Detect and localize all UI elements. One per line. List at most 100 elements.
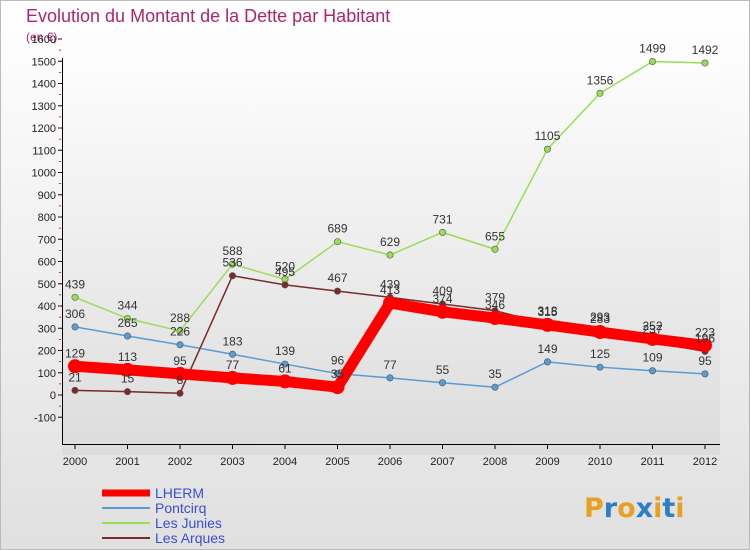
x-tick-label: 2001 [115, 456, 139, 468]
data-point [68, 359, 82, 374]
x-tick-label: 2003 [220, 456, 244, 468]
data-label: 629 [380, 235, 400, 249]
data-label: 35 [331, 367, 345, 381]
data-label: 77 [383, 358, 397, 372]
y-tick-label: 900 [38, 190, 56, 202]
data-label: 35 [488, 367, 502, 381]
data-point [543, 145, 551, 153]
data-label: 149 [537, 342, 557, 356]
data-label: 1499 [639, 41, 666, 55]
data-label: 237 [642, 322, 662, 336]
data-label: 1492 [692, 43, 719, 57]
data-label: 379 [485, 291, 505, 305]
y-tick-label: 600 [38, 257, 56, 269]
data-label: 283 [590, 312, 610, 326]
data-point [124, 388, 132, 396]
data-point [645, 331, 660, 346]
y-tick-label: 100 [38, 368, 56, 380]
proxiti-logo: Proxiti [584, 493, 685, 524]
data-label: 588 [222, 244, 242, 258]
data-label: 1105 [535, 129, 561, 143]
y-tick-label: 0 [50, 390, 56, 402]
data-label: 125 [590, 347, 610, 361]
data-label: 731 [432, 212, 452, 226]
data-point [333, 370, 341, 378]
data-point [176, 327, 184, 335]
data-point [229, 350, 237, 358]
data-point [596, 89, 604, 97]
data-point [124, 314, 132, 322]
data-label: 689 [327, 222, 347, 236]
data-point [596, 363, 604, 371]
legend-label: Les Junies [155, 515, 222, 531]
data-point [124, 332, 132, 340]
brand-text: Proxiti [584, 493, 685, 524]
data-point [386, 251, 394, 259]
y-tick-label: 1000 [32, 168, 56, 180]
data-point [278, 374, 292, 389]
x-tick-label: 2010 [588, 456, 612, 468]
y-tick-label: 1200 [32, 123, 56, 135]
data-label: 113 [118, 350, 137, 364]
data-point [383, 296, 397, 311]
data-point [281, 360, 289, 368]
data-point [333, 287, 341, 295]
data-label: 196 [695, 331, 715, 345]
data-point [71, 386, 79, 394]
data-label: 55 [436, 363, 450, 377]
x-tick-label: 2002 [168, 456, 192, 468]
data-point [491, 245, 499, 253]
x-tick-label: 2005 [325, 456, 349, 468]
series-points [68, 57, 712, 397]
data-point [120, 362, 135, 377]
data-label: 344 [117, 298, 137, 312]
data-label: 21 [68, 370, 82, 384]
y-tick-label: 300 [38, 323, 56, 335]
data-label: 226 [170, 325, 190, 339]
data-label: 223 [695, 325, 715, 339]
data-label: 252 [642, 319, 662, 333]
data-point [438, 379, 446, 387]
y-tick-label: 700 [38, 234, 56, 246]
series-data-labels: 439 344 288 588 520 689 629 731 655 1105 1356 1499 1… [65, 41, 719, 387]
data-point [701, 370, 709, 378]
data-point [176, 389, 184, 397]
x-tick-label: 2007 [430, 456, 454, 468]
data-label: 315 [537, 305, 557, 319]
data-point [386, 374, 394, 382]
data-label: 520 [275, 259, 295, 273]
x-axis-ticks: 2000 2001 2002 2003 2004 2005 2006 2007 2008 2009… [63, 444, 717, 468]
data-point [648, 367, 656, 375]
legend-label: Les Arques [155, 530, 225, 546]
data-point [435, 304, 450, 319]
y-tick-label: 1400 [32, 79, 56, 91]
data-point [71, 323, 79, 331]
data-label: 265 [117, 316, 137, 330]
data-label: 183 [222, 334, 242, 348]
data-label: 8 [177, 373, 184, 387]
data-label: 61 [278, 361, 292, 375]
x-tick-label: 2011 [641, 456, 665, 468]
legend-label: Pontcirq [155, 500, 206, 516]
x-tick-label: 2008 [483, 456, 507, 468]
data-point [488, 311, 502, 326]
data-point [540, 317, 555, 332]
data-label: 439 [380, 277, 400, 291]
y-tick-label: 1600 [32, 34, 56, 46]
data-point [229, 272, 237, 280]
data-point [701, 59, 709, 67]
data-label: 109 [642, 351, 662, 365]
data-label: 95 [698, 354, 712, 368]
x-tick-label: 2004 [273, 456, 297, 468]
x-tick-label: 2012 [693, 456, 717, 468]
data-label: 96 [331, 354, 345, 368]
y-tick-label: 200 [38, 346, 56, 358]
data-label: 288 [170, 311, 190, 325]
data-point [330, 380, 345, 395]
x-tick-label: 2006 [378, 456, 402, 468]
data-point [698, 338, 712, 353]
data-label: 439 [65, 277, 85, 291]
